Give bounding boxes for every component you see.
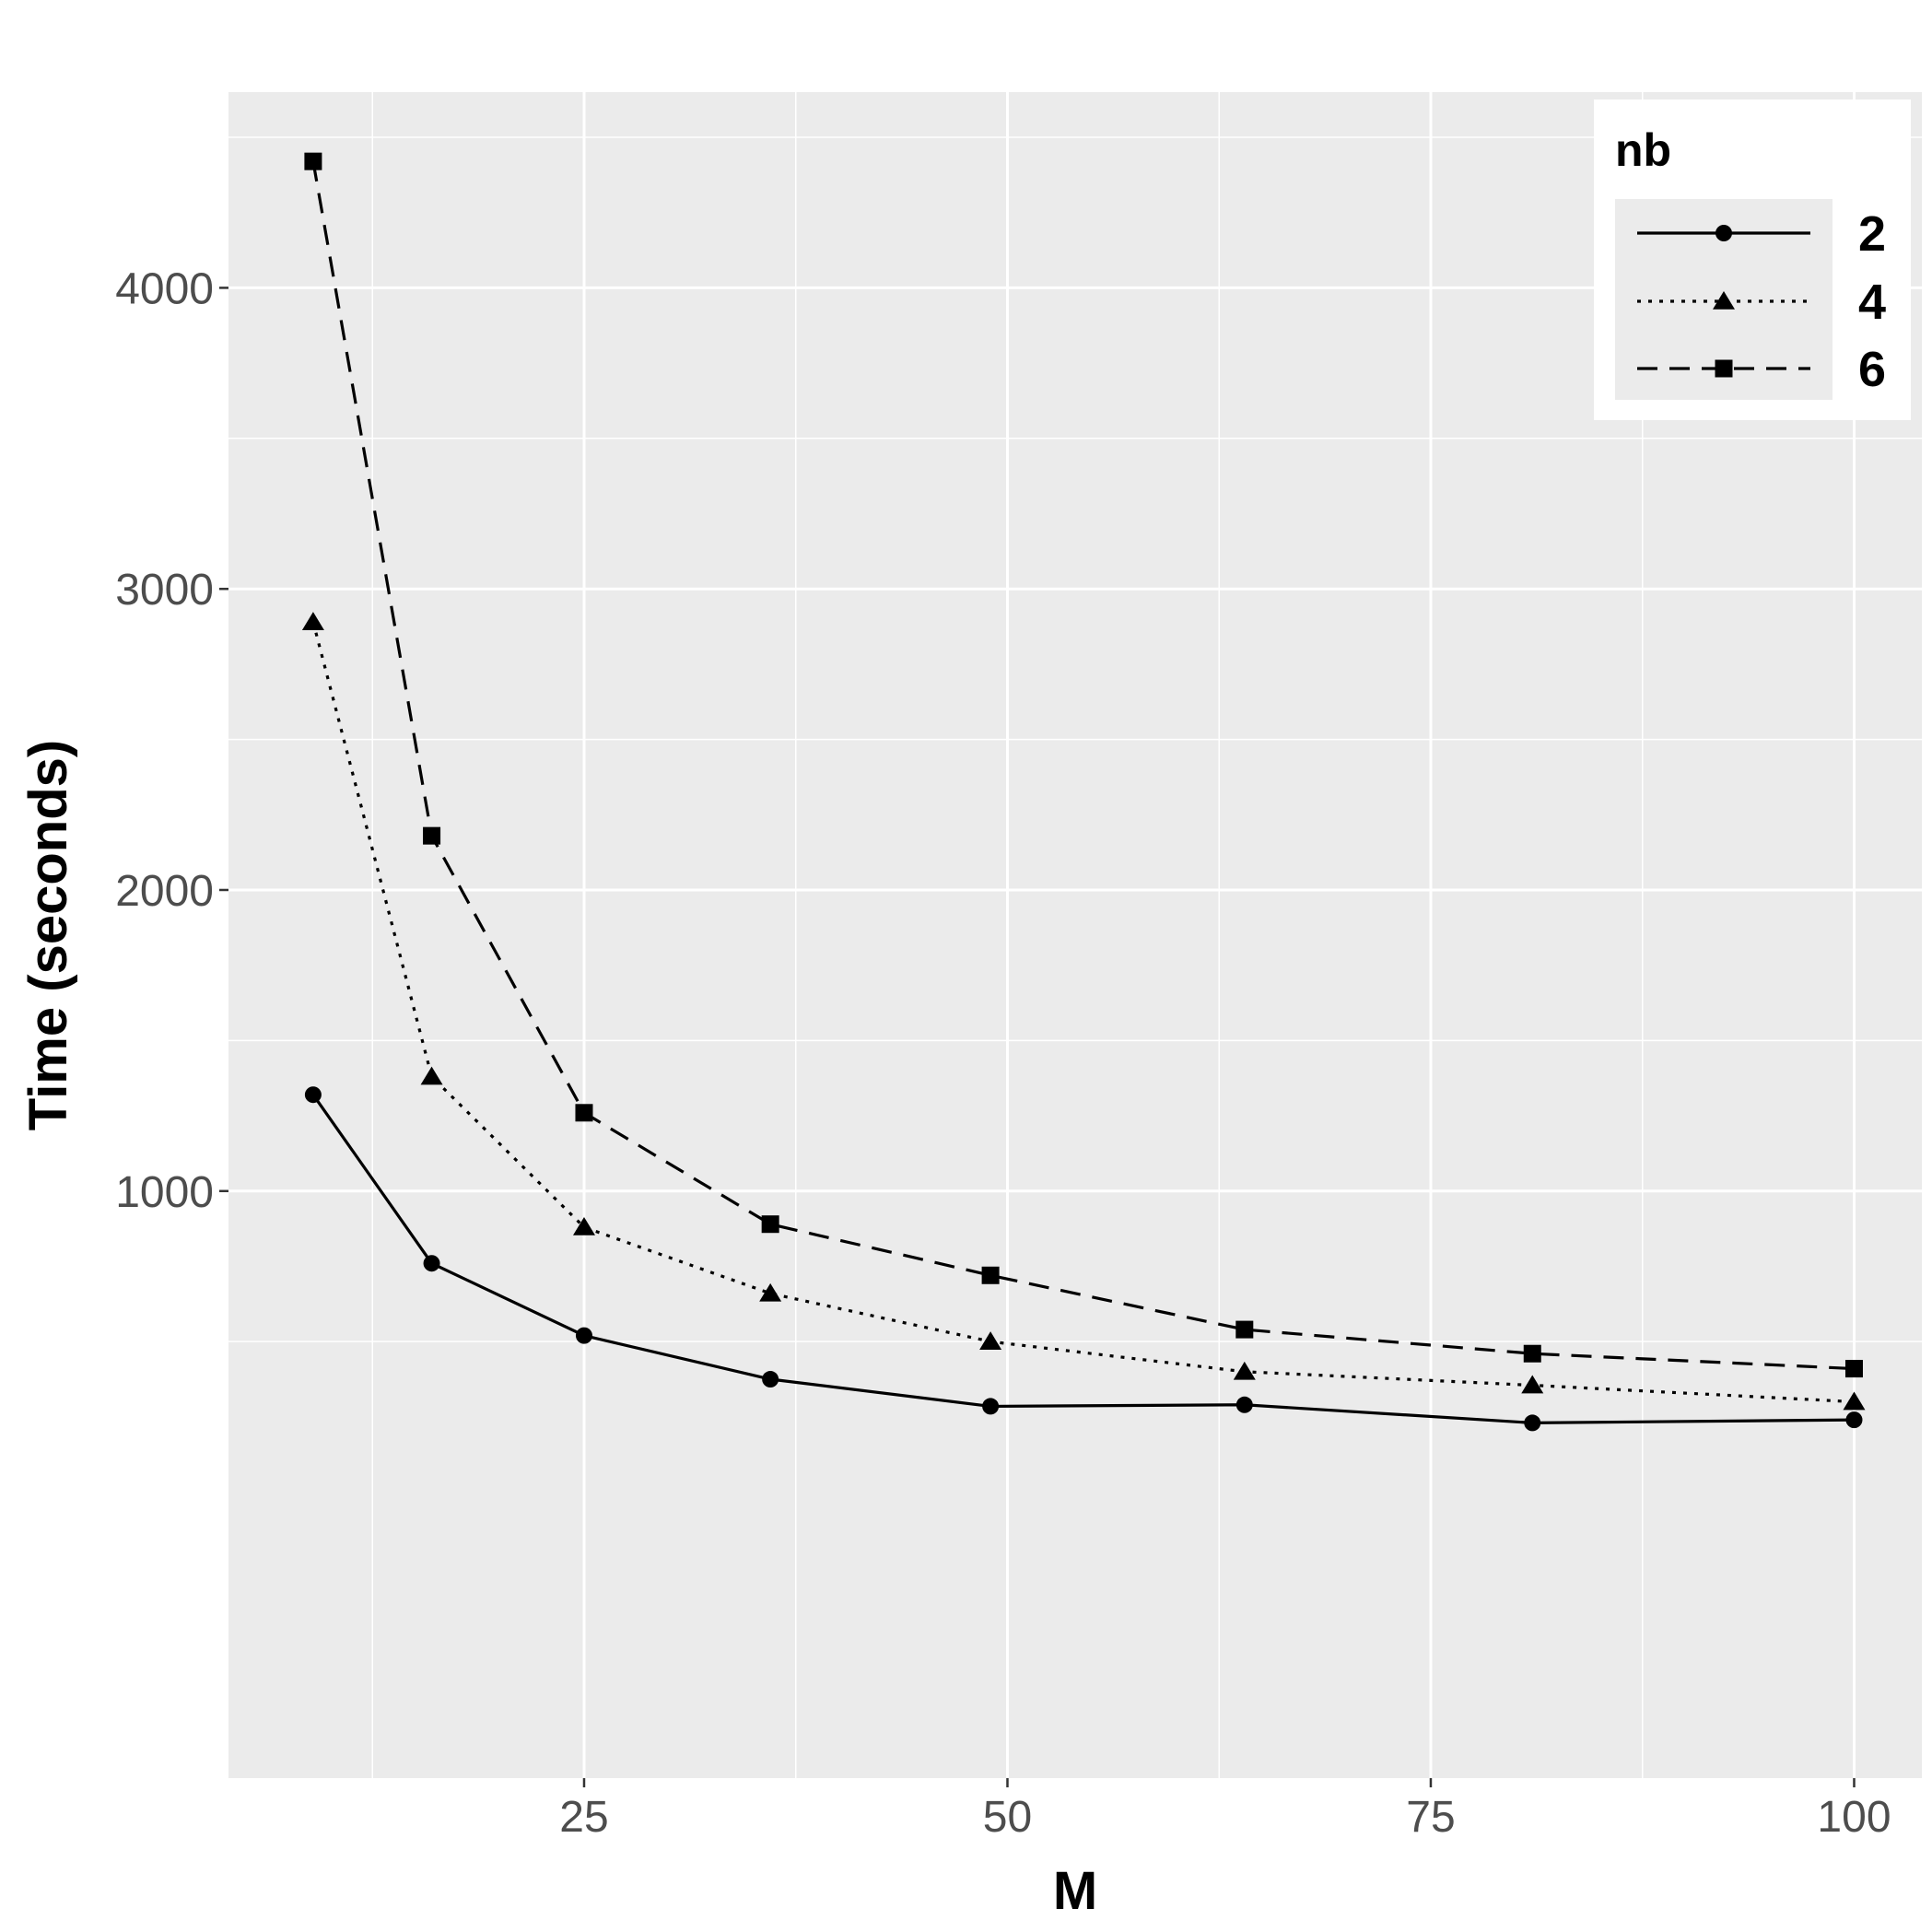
point-2-3: [762, 1371, 779, 1388]
point-2-7: [1845, 1411, 1863, 1429]
point-4-2: [572, 1216, 595, 1235]
point-6-7: [1844, 1360, 1863, 1378]
y-tick-label-0: 1000: [115, 1168, 214, 1217]
y-tick-label-1: 2000: [115, 867, 214, 916]
point-2-1: [423, 1255, 440, 1272]
x-axis-title: M: [1053, 1861, 1097, 1921]
point-4-5: [1233, 1361, 1256, 1380]
point-4-4: [979, 1331, 1002, 1350]
series-line-2: [311, 1094, 1855, 1424]
series-4: [301, 612, 1866, 1411]
series-6: [304, 152, 1863, 1378]
y-axis-title: Time (seconds): [18, 740, 78, 1130]
x-tick-label-3: 100: [1817, 1793, 1891, 1842]
series-2: [304, 1086, 1863, 1432]
point-4-7: [1843, 1391, 1866, 1411]
x-tick-label-2: 75: [1406, 1793, 1455, 1842]
point-6-4: [981, 1266, 1000, 1284]
point-6-3: [761, 1215, 779, 1234]
legend-label-4: 4: [1858, 275, 1886, 330]
point-6-6: [1523, 1344, 1541, 1363]
point-2-4: [982, 1398, 1000, 1415]
legend: nb 2 4 6: [1594, 100, 1911, 420]
legend-items: 2 4 6: [1637, 206, 1886, 397]
y-tick-label-3: 4000: [115, 264, 214, 313]
y-axis-ticks: 1000 2000 3000 4000: [115, 264, 228, 1217]
series-line-6: [311, 160, 1855, 1371]
point-2-2: [575, 1327, 592, 1344]
series-layer: [301, 152, 1866, 1432]
point-4-6: [1521, 1375, 1544, 1394]
legend-title: nb: [1615, 124, 1671, 176]
point-2-6: [1524, 1414, 1541, 1432]
point-6-1: [423, 826, 441, 845]
point-2-5: [1235, 1396, 1253, 1413]
legend-key-marker-6: [1715, 359, 1733, 378]
point-6-0: [304, 152, 322, 170]
point-6-2: [575, 1104, 593, 1122]
grid-major: [228, 92, 1922, 1778]
point-4-3: [759, 1282, 782, 1302]
legend-key-marker-2: [1715, 225, 1732, 241]
x-axis-ticks: 25 50 75 100: [559, 1778, 1891, 1842]
point-2-0: [304, 1086, 322, 1104]
legend-label-2: 2: [1858, 206, 1886, 262]
point-6-5: [1235, 1320, 1254, 1339]
x-tick-label-1: 50: [983, 1793, 1032, 1842]
legend-label-6: 6: [1858, 342, 1886, 397]
x-tick-label-0: 25: [559, 1793, 608, 1842]
y-tick-label-2: 3000: [115, 566, 214, 615]
point-4-0: [301, 612, 324, 630]
legend-key-marker-4: [1713, 291, 1735, 310]
point-4-1: [420, 1066, 443, 1085]
